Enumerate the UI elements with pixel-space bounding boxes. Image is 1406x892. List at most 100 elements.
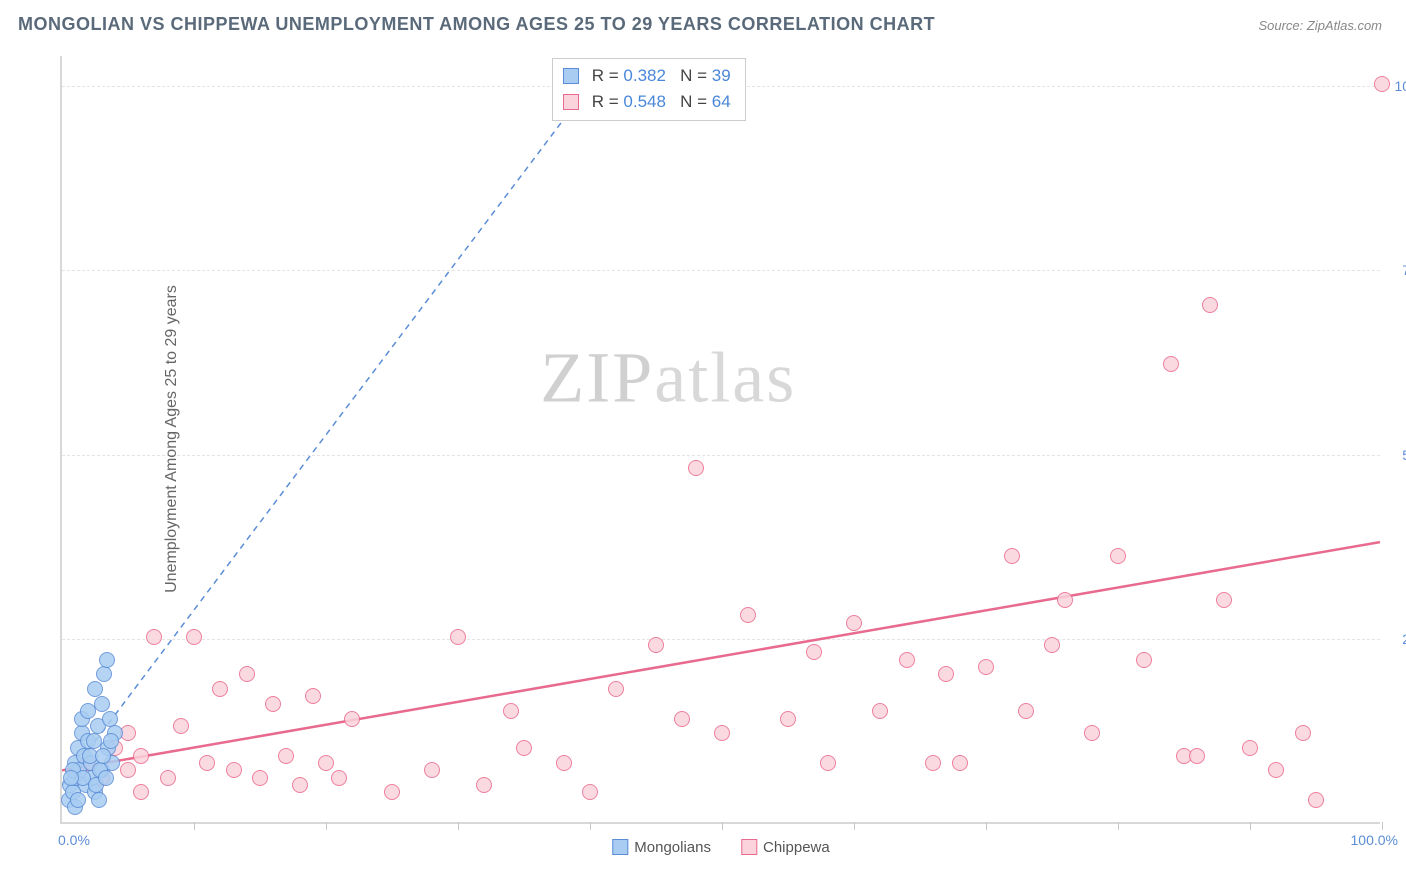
x-axis-max-label: 100.0% [1351, 832, 1398, 848]
point-mongolian [99, 652, 115, 668]
x-tick [458, 822, 459, 830]
y-tick-label: 50.0% [1402, 447, 1406, 463]
chart-area: Unemployment Among Ages 25 to 29 years Z… [60, 56, 1380, 824]
trend-lines [62, 56, 1380, 822]
point-chippewa [1163, 356, 1179, 372]
x-tick [1250, 822, 1251, 830]
plot-region: Unemployment Among Ages 25 to 29 years Z… [60, 56, 1380, 824]
point-mongolian [96, 666, 112, 682]
point-chippewa [674, 711, 690, 727]
chart-title: MONGOLIAN VS CHIPPEWA UNEMPLOYMENT AMONG… [18, 14, 935, 35]
point-chippewa [476, 777, 492, 793]
x-axis-min-label: 0.0% [58, 832, 90, 848]
point-chippewa [160, 770, 176, 786]
point-chippewa [1268, 762, 1284, 778]
y-axis-label: Unemployment Among Ages 25 to 29 years [163, 285, 181, 593]
point-chippewa [582, 784, 598, 800]
point-chippewa [806, 644, 822, 660]
point-chippewa [780, 711, 796, 727]
x-tick [326, 822, 327, 830]
point-chippewa [899, 652, 915, 668]
point-mongolian [87, 681, 103, 697]
point-chippewa [146, 629, 162, 645]
point-chippewa [278, 748, 294, 764]
point-chippewa [1084, 725, 1100, 741]
point-chippewa [186, 629, 202, 645]
point-chippewa [740, 607, 756, 623]
x-tick [194, 822, 195, 830]
point-chippewa [1216, 592, 1232, 608]
stats-row-chippewa: R = 0.548 N = 64 [563, 89, 731, 115]
point-chippewa [252, 770, 268, 786]
x-tick [986, 822, 987, 830]
point-chippewa [199, 755, 215, 771]
point-mongolian [95, 748, 111, 764]
point-chippewa [1295, 725, 1311, 741]
legend-item-mongolian: Mongolians [612, 839, 711, 856]
x-tick [722, 822, 723, 830]
legend: Mongolians Chippewa [612, 839, 829, 856]
swatch-chippewa-icon [563, 94, 579, 110]
point-chippewa [226, 762, 242, 778]
point-chippewa [516, 740, 532, 756]
point-mongolian [103, 733, 119, 749]
point-chippewa [239, 666, 255, 682]
point-mongolian [70, 792, 86, 808]
point-chippewa [212, 681, 228, 697]
point-chippewa [925, 755, 941, 771]
legend-swatch-mongolian-icon [612, 839, 628, 855]
stats-row-mongolian: R = 0.382 N = 39 [563, 63, 731, 89]
point-chippewa [305, 688, 321, 704]
point-chippewa [1004, 548, 1020, 564]
point-chippewa [846, 615, 862, 631]
gridline [62, 270, 1380, 271]
point-chippewa [173, 718, 189, 734]
point-chippewa [556, 755, 572, 771]
point-chippewa [1242, 740, 1258, 756]
x-tick [854, 822, 855, 830]
point-chippewa [648, 637, 664, 653]
point-chippewa [1018, 703, 1034, 719]
point-chippewa [1110, 548, 1126, 564]
y-tick-label: 100.0% [1395, 78, 1406, 94]
point-chippewa [978, 659, 994, 675]
y-tick-label: 75.0% [1402, 262, 1406, 278]
point-chippewa [384, 784, 400, 800]
point-mongolian [63, 770, 79, 786]
point-chippewa [292, 777, 308, 793]
point-chippewa [688, 460, 704, 476]
point-chippewa [450, 629, 466, 645]
point-mongolian [86, 733, 102, 749]
point-chippewa [872, 703, 888, 719]
point-chippewa [1057, 592, 1073, 608]
point-mongolian [94, 696, 110, 712]
legend-swatch-chippewa-icon [741, 839, 757, 855]
point-chippewa [1202, 297, 1218, 313]
legend-item-chippewa: Chippewa [741, 839, 830, 856]
point-mongolian [102, 711, 118, 727]
point-chippewa [1044, 637, 1060, 653]
gridline [62, 639, 1380, 640]
point-chippewa [120, 762, 136, 778]
x-tick [590, 822, 591, 830]
point-chippewa [1189, 748, 1205, 764]
x-tick [1382, 822, 1383, 830]
point-chippewa [938, 666, 954, 682]
point-chippewa [133, 784, 149, 800]
point-mongolian [91, 792, 107, 808]
gridline [62, 455, 1380, 456]
point-mongolian [98, 770, 114, 786]
point-chippewa [265, 696, 281, 712]
point-chippewa [318, 755, 334, 771]
watermark: ZIPatlas [540, 336, 796, 419]
stats-box: R = 0.382 N = 39 R = 0.548 N = 64 [552, 58, 746, 121]
point-chippewa [714, 725, 730, 741]
point-chippewa [820, 755, 836, 771]
y-tick-label: 25.0% [1402, 631, 1406, 647]
point-chippewa [1308, 792, 1324, 808]
point-chippewa [133, 748, 149, 764]
point-chippewa [331, 770, 347, 786]
x-tick [1118, 822, 1119, 830]
point-chippewa [503, 703, 519, 719]
point-chippewa [1136, 652, 1152, 668]
